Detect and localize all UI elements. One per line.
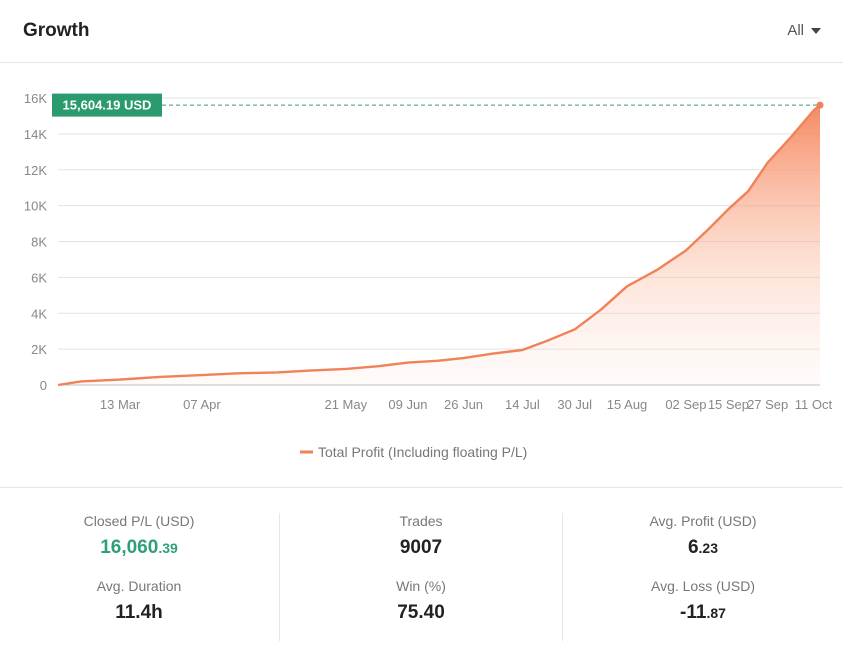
win-pct-label: Win (%) xyxy=(396,578,446,594)
avg-profit-value: 6.23 xyxy=(687,537,719,558)
x-tick-label: 13 Mar xyxy=(100,397,141,412)
closed-pl-value: 16,060.39 xyxy=(100,537,178,558)
current-value-label: 15,604.19 USD xyxy=(63,98,152,113)
closed-pl-label: Closed P/L (USD) xyxy=(83,513,195,529)
avg-duration-value: 11.4h xyxy=(115,602,163,623)
x-tick-label: 09 Jun xyxy=(388,397,427,412)
y-tick-label: 16K xyxy=(24,91,47,106)
column-divider xyxy=(279,513,280,641)
current-value-annotation: 15,604.19 USD xyxy=(52,93,162,117)
chart-legend[interactable]: Total Profit (Including floating P/L) xyxy=(300,444,527,460)
y-tick-label: 12K xyxy=(24,163,47,178)
legend-label: Total Profit (Including floating P/L) xyxy=(318,444,527,460)
y-tick-label: 0 xyxy=(40,378,47,393)
win-pct-value: 75.40 xyxy=(397,602,445,623)
caret-down-icon xyxy=(811,27,821,34)
trades-value: 9007 xyxy=(399,537,443,558)
y-tick-label: 2K xyxy=(31,342,47,357)
x-tick-label: 27 Sep xyxy=(747,397,788,412)
x-tick-label: 26 Jun xyxy=(444,397,483,412)
y-tick-label: 8K xyxy=(31,235,47,250)
profit-line xyxy=(57,104,821,387)
period-dropdown[interactable]: All xyxy=(787,22,821,39)
widget-title: Growth xyxy=(23,20,90,41)
y-tick-label: 14K xyxy=(24,127,47,142)
y-tick-label: 4K xyxy=(31,306,47,321)
avg-profit-label: Avg. Profit (USD) xyxy=(649,513,757,529)
y-tick-label: 6K xyxy=(31,270,47,285)
x-tick-label: 02 Sep xyxy=(665,397,706,412)
profit-area xyxy=(58,105,820,385)
stats-panel: Closed P/L (USD) 16,060.39 Avg. Duration… xyxy=(0,488,843,666)
column-divider xyxy=(562,513,563,641)
period-dropdown-value: All xyxy=(787,22,804,39)
current-value-badge xyxy=(52,93,162,117)
x-tick-label: 21 May xyxy=(324,397,367,412)
stats-column-right: Avg. Profit (USD) 6.23 Avg. Loss (USD) -… xyxy=(568,512,838,625)
x-tick-label: 15 Aug xyxy=(607,397,648,412)
trades-label: Trades xyxy=(399,513,443,529)
x-tick-label: 14 Jul xyxy=(505,397,540,412)
avg-loss-value: -11.87 xyxy=(680,602,726,623)
x-tick-label: 30 Jul xyxy=(557,397,592,412)
y-tick-label: 10K xyxy=(24,199,47,214)
stats-column-middle: Trades 9007 Win (%) 75.40 xyxy=(286,512,556,625)
x-tick-label: 11 Oct xyxy=(795,397,833,412)
section-divider xyxy=(0,487,843,488)
avg-loss-label: Avg. Loss (USD) xyxy=(651,578,755,594)
avg-duration-label: Avg. Duration xyxy=(96,578,182,594)
widget-header: Growth All xyxy=(0,0,843,63)
x-tick-label: 07 Apr xyxy=(183,397,221,412)
growth-chart[interactable]: 0 2K 4K 6K 8K 10K 12K 14K 16K 13 Mar 07 Apr 21 May… xyxy=(0,63,843,487)
stats-column-left: Closed P/L (USD) 16,060.39 Avg. Duration… xyxy=(4,512,274,625)
current-value-marker[interactable] xyxy=(816,101,824,109)
x-tick-label: 15 Sep xyxy=(708,397,749,412)
